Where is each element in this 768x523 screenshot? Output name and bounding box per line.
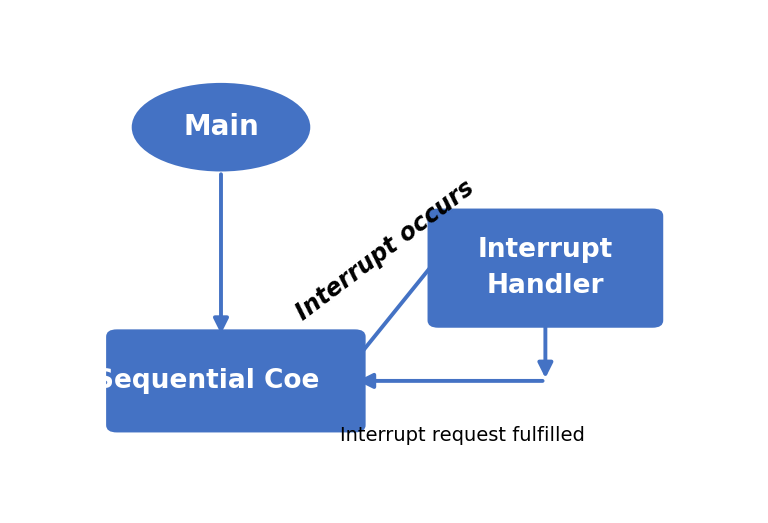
FancyBboxPatch shape [428,209,664,328]
FancyBboxPatch shape [106,329,366,433]
Ellipse shape [132,83,310,172]
Text: Interrupt occurs: Interrupt occurs [291,175,478,325]
Text: Sequential Coe: Sequential Coe [95,368,319,394]
Text: Interrupt request fulfilled: Interrupt request fulfilled [339,426,584,445]
Text: Interrupt
Handler: Interrupt Handler [478,237,613,299]
Text: Main: Main [183,113,259,141]
